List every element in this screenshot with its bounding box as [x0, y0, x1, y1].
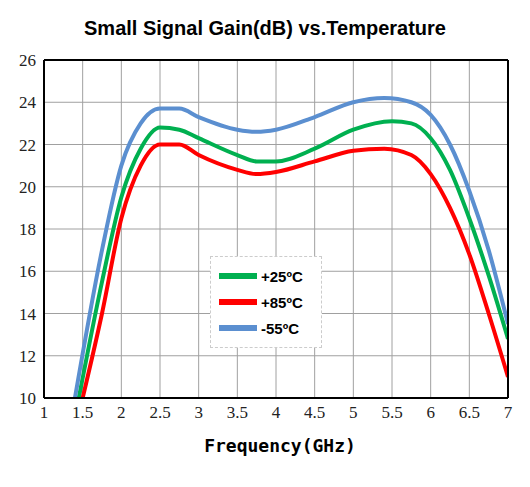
svg-text:1.5: 1.5 — [72, 403, 93, 422]
svg-text:4.5: 4.5 — [304, 403, 325, 422]
html-text:Frequency(GHz): Frequency(GHz) — [204, 435, 356, 456]
svg-text:5.5: 5.5 — [381, 403, 402, 422]
svg-text:12: 12 — [19, 347, 36, 366]
svg-text:6.5: 6.5 — [459, 403, 480, 422]
svg-text:2.5: 2.5 — [149, 403, 170, 422]
svg-text:3.5: 3.5 — [227, 403, 248, 422]
html-text:+85ºC: +85ºC — [261, 293, 303, 311]
svg-text:16: 16 — [19, 262, 36, 281]
svg-text:18: 18 — [19, 220, 36, 239]
html-text:-55ºC: -55ºC — [261, 319, 299, 337]
svg-text:3: 3 — [194, 403, 203, 422]
svg-text:2: 2 — [117, 403, 126, 422]
svg-text:1: 1 — [40, 403, 49, 422]
svg-text:26: 26 — [19, 51, 36, 70]
html-text:+25ºC: +25ºC — [261, 267, 303, 285]
svg-text:10: 10 — [19, 389, 36, 408]
svg-text:20: 20 — [19, 178, 36, 197]
svg-text:24: 24 — [19, 93, 37, 112]
svg-text:6: 6 — [426, 403, 435, 422]
svg-text:4: 4 — [272, 403, 281, 422]
svg-text:5: 5 — [349, 403, 358, 422]
svg-text:14: 14 — [19, 305, 37, 324]
svg-text:7: 7 — [504, 403, 513, 422]
svg-text:22: 22 — [19, 136, 36, 155]
html-text:Small Signal Gain(dB) vs.Tempe: Small Signal Gain(dB) vs.Temperature — [84, 17, 446, 39]
